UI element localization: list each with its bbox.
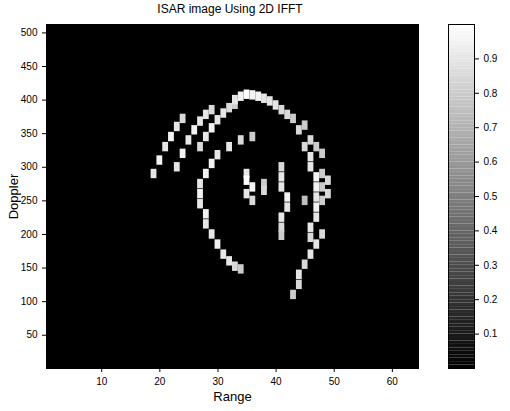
svg-text:500: 500 <box>21 27 38 38</box>
svg-text:250: 250 <box>21 195 38 206</box>
svg-text:Doppler: Doppler <box>6 173 21 219</box>
svg-text:300: 300 <box>21 161 38 172</box>
svg-text:0.8: 0.8 <box>484 88 498 99</box>
svg-text:10: 10 <box>96 376 108 387</box>
svg-text:0.9: 0.9 <box>484 53 498 64</box>
svg-text:400: 400 <box>21 94 38 105</box>
svg-text:0.7: 0.7 <box>484 122 498 133</box>
html-text:ISAR image Using 2D IFFT: ISAR image Using 2D IFFT <box>157 2 303 16</box>
svg-text:60: 60 <box>387 376 399 387</box>
svg-text:Range: Range <box>213 389 251 404</box>
svg-text:0.4: 0.4 <box>484 225 498 236</box>
svg-text:200: 200 <box>21 229 38 240</box>
svg-text:0.2: 0.2 <box>484 294 498 305</box>
svg-text:0.1: 0.1 <box>484 328 498 339</box>
svg-text:350: 350 <box>21 128 38 139</box>
svg-text:20: 20 <box>154 376 166 387</box>
svg-text:0.5: 0.5 <box>484 191 498 202</box>
svg-text:40: 40 <box>271 376 283 387</box>
svg-text:450: 450 <box>21 61 38 72</box>
svg-text:150: 150 <box>21 262 38 273</box>
svg-text:100: 100 <box>21 296 38 307</box>
svg-text:0.3: 0.3 <box>484 260 498 271</box>
svg-text:50: 50 <box>329 376 341 387</box>
svg-text:0.6: 0.6 <box>484 156 498 167</box>
svg-text:30: 30 <box>212 376 224 387</box>
svg-text:50: 50 <box>26 329 38 340</box>
